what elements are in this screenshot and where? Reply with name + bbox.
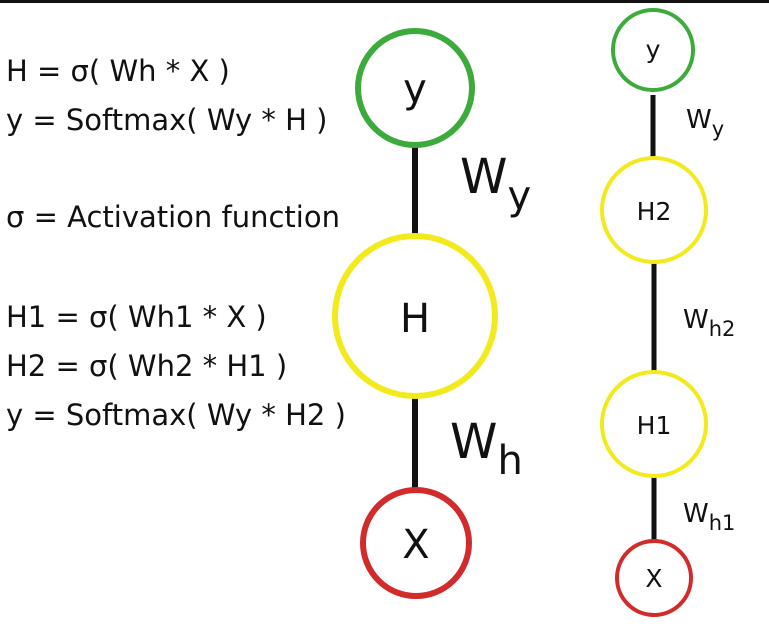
equation-h: H = σ( Wh * X ) xyxy=(6,54,230,88)
weight-label-right-wy: Wy xyxy=(686,105,724,141)
node-right-hidden1-label: H1 xyxy=(637,411,672,440)
weight-label-right-wh1: Wh1 xyxy=(683,499,735,535)
node-right-hidden2-label: H2 xyxy=(637,197,672,226)
weight-label-wh: Wh xyxy=(450,414,523,484)
weight-label-right-wh2: Wh2 xyxy=(683,305,735,341)
activation-definition: σ = Activation function xyxy=(6,200,340,234)
top-border xyxy=(0,0,769,3)
equation-h2: H2 = σ( Wh2 * H1 ) xyxy=(6,349,288,383)
node-right-hidden-h1: H1 xyxy=(600,370,708,478)
node-input-label: X xyxy=(402,522,429,568)
node-output-label: y xyxy=(403,66,427,112)
node-right-output-y: y xyxy=(611,8,695,92)
node-right-hidden-h2: H2 xyxy=(600,156,708,264)
node-hidden-h: H xyxy=(332,233,498,399)
node-output-y: y xyxy=(355,28,475,148)
node-right-input-label: X xyxy=(645,564,662,593)
weight-label-wy: Wy xyxy=(460,149,531,219)
node-input-x: X xyxy=(360,487,472,599)
node-hidden-label: H xyxy=(400,296,430,342)
equation-y: y = Softmax( Wy * H ) xyxy=(6,103,328,137)
equation-y-deep: y = Softmax( Wy * H2 ) xyxy=(6,398,346,432)
equation-h1: H1 = σ( Wh1 * X ) xyxy=(6,300,267,334)
node-right-output-label: y xyxy=(646,35,661,64)
node-right-input-x: X xyxy=(615,539,693,617)
